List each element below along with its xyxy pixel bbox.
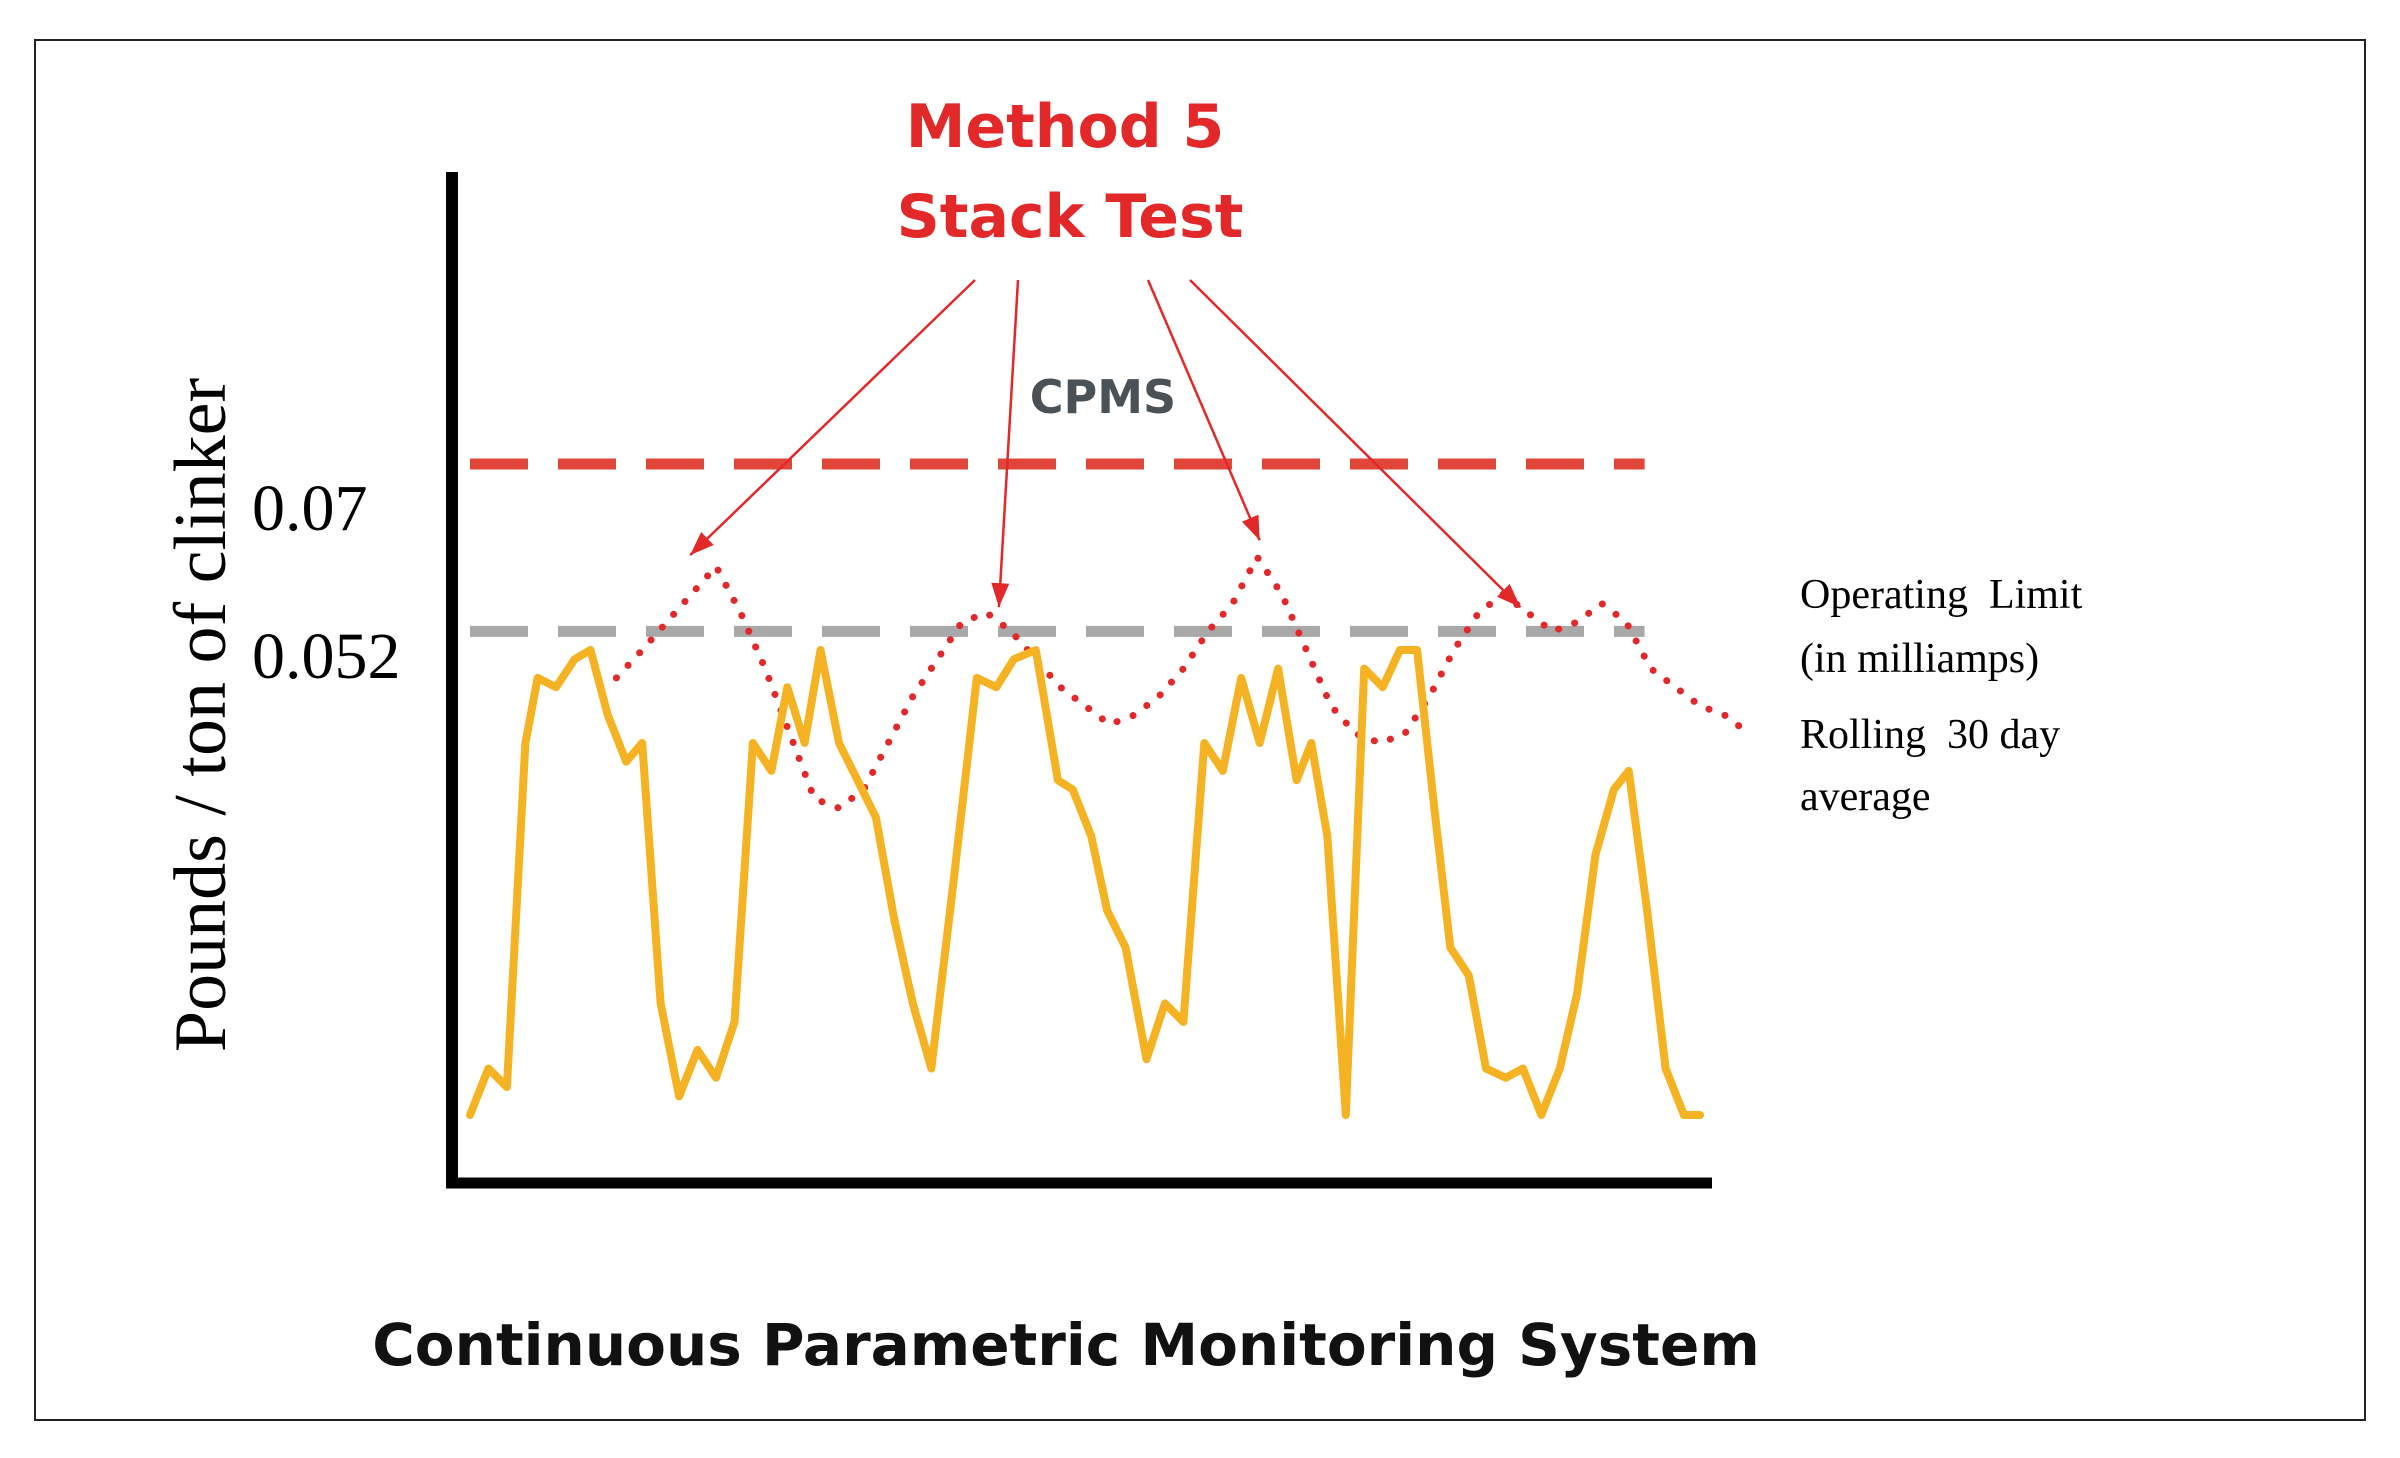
y-axis-label: Pounds / ton of clinker	[160, 378, 242, 1052]
annotation-arrowhead-1	[690, 531, 714, 556]
annotation-arrow-4	[1189, 279, 1522, 609]
annotation-arrowhead-4	[1497, 583, 1521, 608]
series-layer	[466, 458, 1753, 1119]
annotation-arrowhead-3	[1241, 514, 1260, 541]
operating-limit-label-line-2: (in milliamps)	[1800, 636, 2039, 682]
series-cpms	[466, 646, 1704, 1119]
operating-limit-label-line-1: Operating Limit	[1800, 572, 2083, 618]
y-tick-label-0.07: 0.07	[252, 472, 368, 545]
annotation-arrow-2	[997, 279, 1020, 608]
y-tick-label-0.052: 0.052	[252, 620, 401, 693]
annotation-arrowhead-2	[991, 582, 1010, 608]
annotation-title-line-1: Method 5	[906, 92, 1225, 162]
axis-layer	[446, 172, 1712, 1189]
annotation-arrow-3	[1146, 279, 1261, 541]
x-axis-label: Continuous Parametric Monitoring System	[372, 1311, 1760, 1379]
annotation-arrow-1	[689, 279, 976, 557]
frame-border	[34, 39, 2366, 1421]
cpms-label: CPMS	[1030, 370, 1176, 424]
rolling-average-label-line-2: average	[1800, 774, 1931, 820]
series-rolling-30-day-average	[612, 553, 1753, 812]
annotation-title-line-2: Stack Test	[897, 182, 1244, 252]
annotation-layer	[689, 279, 1522, 609]
text-layer: Pounds / ton of clinker 0.07 0.052 Conti…	[160, 92, 2083, 1379]
rolling-average-label-line-1: Rolling 30 day	[1800, 712, 2060, 758]
